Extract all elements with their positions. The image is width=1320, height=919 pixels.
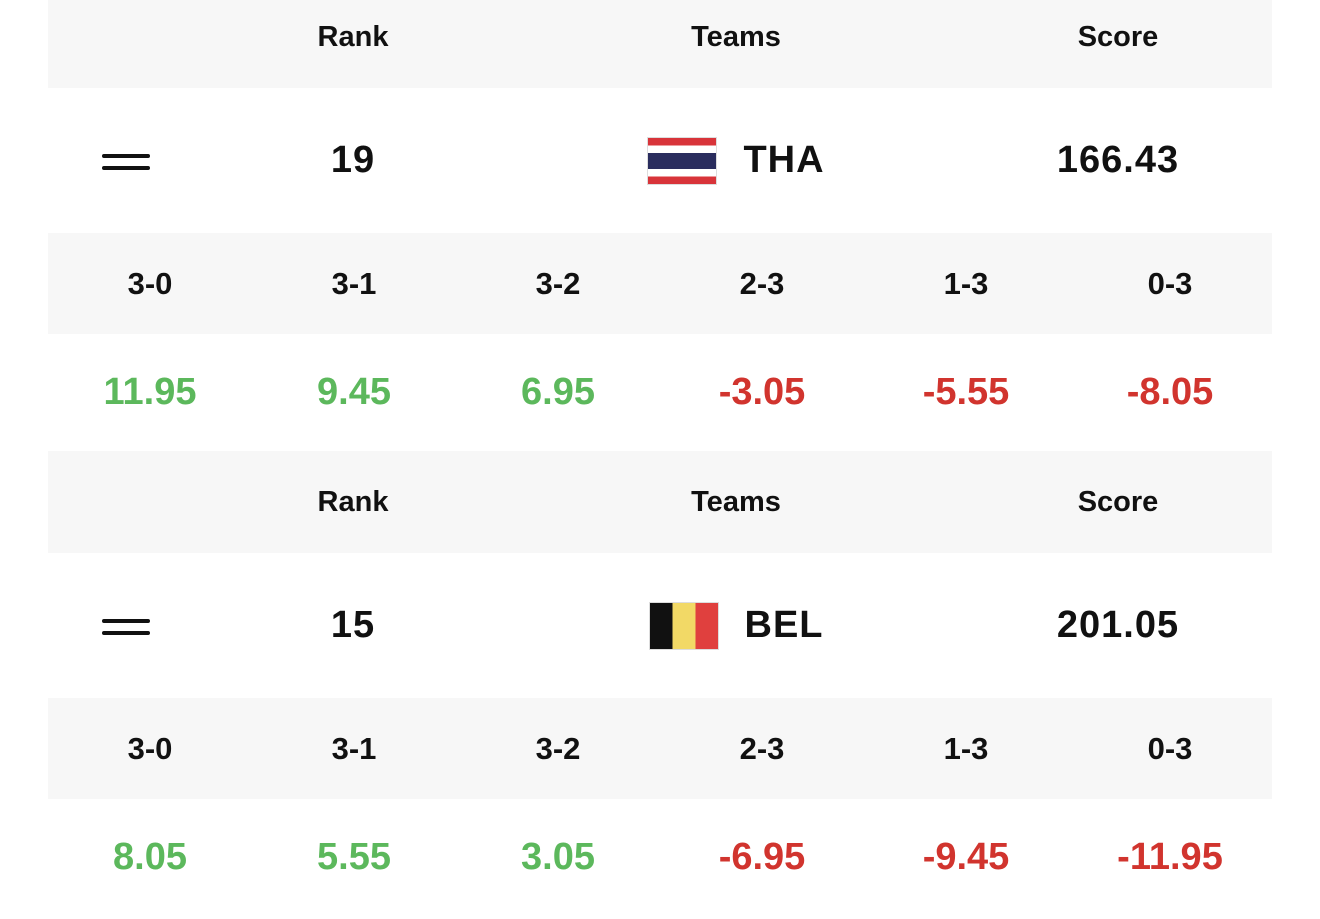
team-code: THA xyxy=(743,139,825,181)
score-header: Score xyxy=(1077,485,1159,518)
rank: 19 xyxy=(330,139,376,181)
rank-change-icon xyxy=(102,619,150,623)
result-label: 1-3 xyxy=(943,730,989,766)
result-value: 11.95 xyxy=(103,371,197,413)
rank-header: Rank xyxy=(317,20,389,53)
flag xyxy=(648,601,719,650)
header-row: Rank Teams Score xyxy=(48,0,1272,88)
score: 201.05 xyxy=(1056,604,1180,646)
result-label: 0-3 xyxy=(1147,730,1193,766)
rank-change-icon xyxy=(102,166,150,170)
result-label: 3-0 xyxy=(127,265,173,301)
result-label: 3-2 xyxy=(535,730,581,766)
result-label: 2-3 xyxy=(739,730,785,766)
team-row: 19 THA 166.43 xyxy=(48,88,1272,233)
result-value: 9.45 xyxy=(317,371,391,413)
result-label: 3-2 xyxy=(535,265,581,301)
results-values-row: 11.95 9.45 6.95 -3.05 -5.55 -8.05 xyxy=(48,334,1272,451)
team-cell: BEL xyxy=(536,553,936,698)
teams-header: Teams xyxy=(691,20,781,53)
results-values-row: 8.05 5.55 3.05 -6.95 -9.45 -11.95 xyxy=(48,799,1272,916)
team-block: Rank Teams Score 19 THA 166.43 3-0 3-1 3-2 2-3 1-3… xyxy=(48,0,1272,451)
result-label: 3-1 xyxy=(331,265,377,301)
team-row: 15 BEL 201.05 xyxy=(48,553,1272,698)
result-value: -6.95 xyxy=(718,836,806,878)
result-value: 6.95 xyxy=(521,371,595,413)
results-header-row: 3-0 3-1 3-2 2-3 1-3 0-3 xyxy=(48,698,1272,799)
result-value: -9.45 xyxy=(922,836,1010,878)
team-cell: THA xyxy=(536,88,936,233)
rank: 15 xyxy=(330,604,376,646)
result-value: -8.05 xyxy=(1126,371,1214,413)
rank-header: Rank xyxy=(317,485,389,518)
score-header: Score xyxy=(1077,20,1159,53)
result-value: 5.55 xyxy=(317,836,391,878)
team-block: Rank Teams Score 15 BEL 201.05 3-0 3-1 3-2 2-3 1-3… xyxy=(48,451,1272,916)
rank-change-icon xyxy=(102,631,150,635)
result-label: 1-3 xyxy=(943,265,989,301)
result-value: -3.05 xyxy=(718,371,806,413)
score: 166.43 xyxy=(1056,139,1180,181)
team-code: BEL xyxy=(744,604,824,646)
result-value: 8.05 xyxy=(113,836,187,878)
result-value: 3.05 xyxy=(521,836,595,878)
result-value: -11.95 xyxy=(1117,836,1223,878)
result-label: 0-3 xyxy=(1147,265,1193,301)
header-row: Rank Teams Score xyxy=(48,451,1272,553)
results-header-row: 3-0 3-1 3-2 2-3 1-3 0-3 xyxy=(48,233,1272,334)
result-label: 3-0 xyxy=(127,730,173,766)
result-label: 2-3 xyxy=(739,265,785,301)
teams-header: Teams xyxy=(691,485,781,518)
result-value: -5.55 xyxy=(922,371,1010,413)
rank-change-icon xyxy=(102,154,150,158)
flag xyxy=(647,136,718,185)
result-label: 3-1 xyxy=(331,730,377,766)
